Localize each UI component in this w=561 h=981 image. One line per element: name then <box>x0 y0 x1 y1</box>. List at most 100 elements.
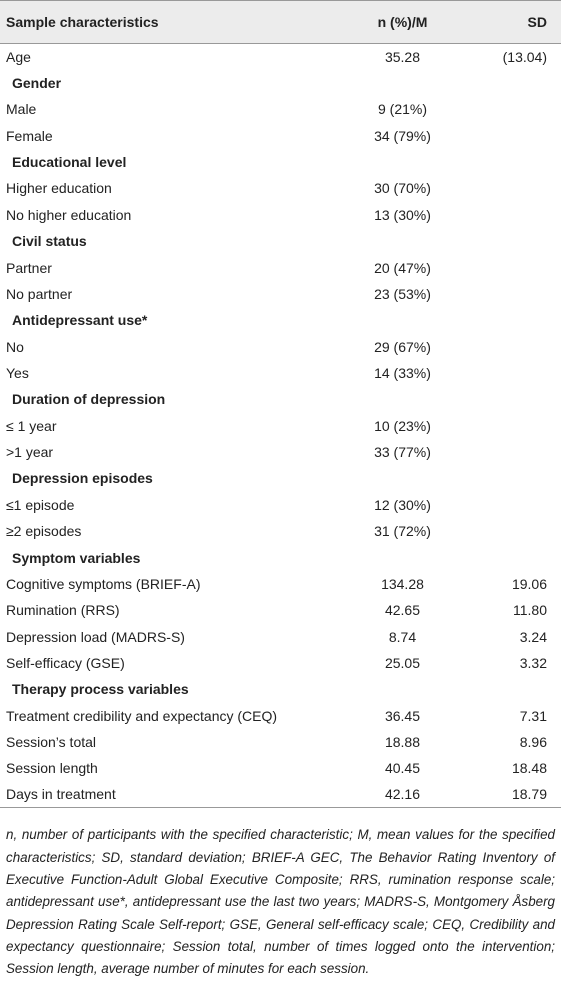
n-cell: 20 (47%) <box>374 259 431 276</box>
table-row: Cognitive symptoms (BRIEF-A) 134.28 19.06 <box>0 571 561 597</box>
row-label: ≤ 1 year <box>6 417 57 434</box>
header-cell: SD <box>527 14 547 30</box>
section-label: Antidepressant use* <box>12 312 148 329</box>
table-row: Days in treatment 42.16 18.79 <box>0 782 561 808</box>
table-row: Treatment credibility and expectancy (CE… <box>0 702 561 728</box>
row-label: Cognitive symptoms (BRIEF-A) <box>6 575 201 592</box>
row-label: No partner <box>6 285 73 302</box>
table-row: Self-efficacy (GSE) 25.05 3.32 <box>0 650 561 676</box>
table-row: ≤ 1 year 10 (23%) <box>0 413 561 439</box>
sd-cell <box>475 333 561 359</box>
n-cell: 134.28 <box>381 575 424 592</box>
row-label: ≥2 episodes <box>6 523 82 540</box>
n-cell: 33 (77%) <box>374 444 431 461</box>
sd-cell <box>475 281 561 307</box>
section-label: Educational level <box>12 154 127 171</box>
row-label: Rumination (RRS) <box>6 602 120 619</box>
table-row: ≤1 episode 12 (30%) <box>0 492 561 518</box>
n-cell: 42.65 <box>384 602 421 619</box>
table-row: No partner 23 (53%) <box>0 281 561 307</box>
n-cell: 30 (70%) <box>374 180 431 197</box>
sd-cell: 11.80 <box>513 602 547 619</box>
section-label: Civil status <box>12 233 87 250</box>
n-cell: 12 (30%) <box>374 496 431 513</box>
table-row: Male 9 (21%) <box>0 96 561 122</box>
n-cell: 25.05 <box>384 654 421 671</box>
table-row: Session’s total 18.88 8.96 <box>0 729 561 755</box>
section-row: Civil status <box>0 228 561 254</box>
row-label: No <box>6 338 24 355</box>
section-label: Therapy process variables <box>12 681 189 698</box>
sd-cell <box>475 518 561 544</box>
sd-cell <box>475 123 561 149</box>
sd-cell: 7.31 <box>519 707 547 724</box>
row-label: Higher education <box>6 180 112 197</box>
n-cell: 13 (30%) <box>374 206 431 223</box>
n-cell: 36.45 <box>384 707 421 724</box>
row-label: Age <box>6 48 31 65</box>
sd-cell: 3.24 <box>519 628 547 645</box>
section-label: Symptom variables <box>12 549 141 566</box>
sd-cell: (13.04) <box>502 48 547 65</box>
table-row: Yes 14 (33%) <box>0 360 561 386</box>
sd-cell: 18.79 <box>511 786 547 803</box>
n-cell: 10 (23%) <box>374 417 431 434</box>
n-cell: 18.88 <box>384 734 421 751</box>
header-cell: Sample characteristics <box>6 14 159 30</box>
section-label: Gender <box>12 75 62 92</box>
characteristics-table: Sample characteristics n (%)/M SD Age 35.… <box>0 0 561 808</box>
sd-cell <box>475 202 561 228</box>
footnote: n, number of participants with the speci… <box>6 827 555 977</box>
section-label: Depression episodes <box>12 470 153 487</box>
sd-cell <box>475 492 561 518</box>
row-label: ≤1 episode <box>6 496 75 513</box>
table-row: Female 34 (79%) <box>0 123 561 149</box>
row-label: Session’s total <box>6 734 97 751</box>
section-row: Depression episodes <box>0 465 561 491</box>
sd-cell <box>475 254 561 280</box>
section-row: Symptom variables <box>0 544 561 570</box>
table-row: Partner 20 (47%) <box>0 254 561 280</box>
row-label: Self-efficacy (GSE) <box>6 654 125 671</box>
sd-cell <box>475 439 561 465</box>
table-row: No 29 (67%) <box>0 333 561 359</box>
n-cell: 23 (53%) <box>374 285 431 302</box>
n-cell: 14 (33%) <box>374 364 431 381</box>
section-row: Antidepressant use* <box>0 307 561 333</box>
row-label: >1 year <box>6 444 54 461</box>
row-label: Male <box>6 101 37 118</box>
row-label: No higher education <box>6 206 132 223</box>
sd-cell: 8.96 <box>519 734 547 751</box>
table-row: Session length 40.45 18.48 <box>0 755 561 781</box>
section-row: Gender <box>0 70 561 96</box>
section-label: Duration of depression <box>12 391 166 408</box>
table-row: Depression load (MADRS-S) 8.74 3.24 <box>0 623 561 649</box>
row-label: Days in treatment <box>6 786 116 803</box>
sd-cell: 3.32 <box>519 654 547 671</box>
header-row: Sample characteristics n (%)/M SD <box>0 0 561 44</box>
sd-cell <box>475 175 561 201</box>
header-cell: n (%)/M <box>377 14 428 30</box>
n-cell: 35.28 <box>384 48 421 65</box>
table-row: Higher education 30 (70%) <box>0 175 561 201</box>
table-header: Sample characteristics n (%)/M SD <box>0 0 561 44</box>
table-row: >1 year 33 (77%) <box>0 439 561 465</box>
section-row: Duration of depression <box>0 386 561 412</box>
section-row: Educational level <box>0 149 561 175</box>
table-body: Age 35.28 (13.04) Gender Male 9 (21%) Female 34… <box>0 44 561 808</box>
table-row: ≥2 episodes 31 (72%) <box>0 518 561 544</box>
n-cell: 40.45 <box>384 760 421 777</box>
row-label: Partner <box>6 259 52 276</box>
sd-cell <box>475 413 561 439</box>
n-cell: 34 (79%) <box>374 127 431 144</box>
n-cell: 29 (67%) <box>374 338 431 355</box>
row-label: Yes <box>6 364 29 381</box>
n-cell: 31 (72%) <box>374 523 431 540</box>
row-label: Session length <box>6 760 98 777</box>
row-label: Female <box>6 127 53 144</box>
row-label: Treatment credibility and expectancy (CE… <box>6 707 278 724</box>
n-cell: 8.74 <box>388 628 417 645</box>
table-row: Age 35.28 (13.04) <box>0 44 561 70</box>
table-row: Rumination (RRS) 42.65 11.80 <box>0 597 561 623</box>
